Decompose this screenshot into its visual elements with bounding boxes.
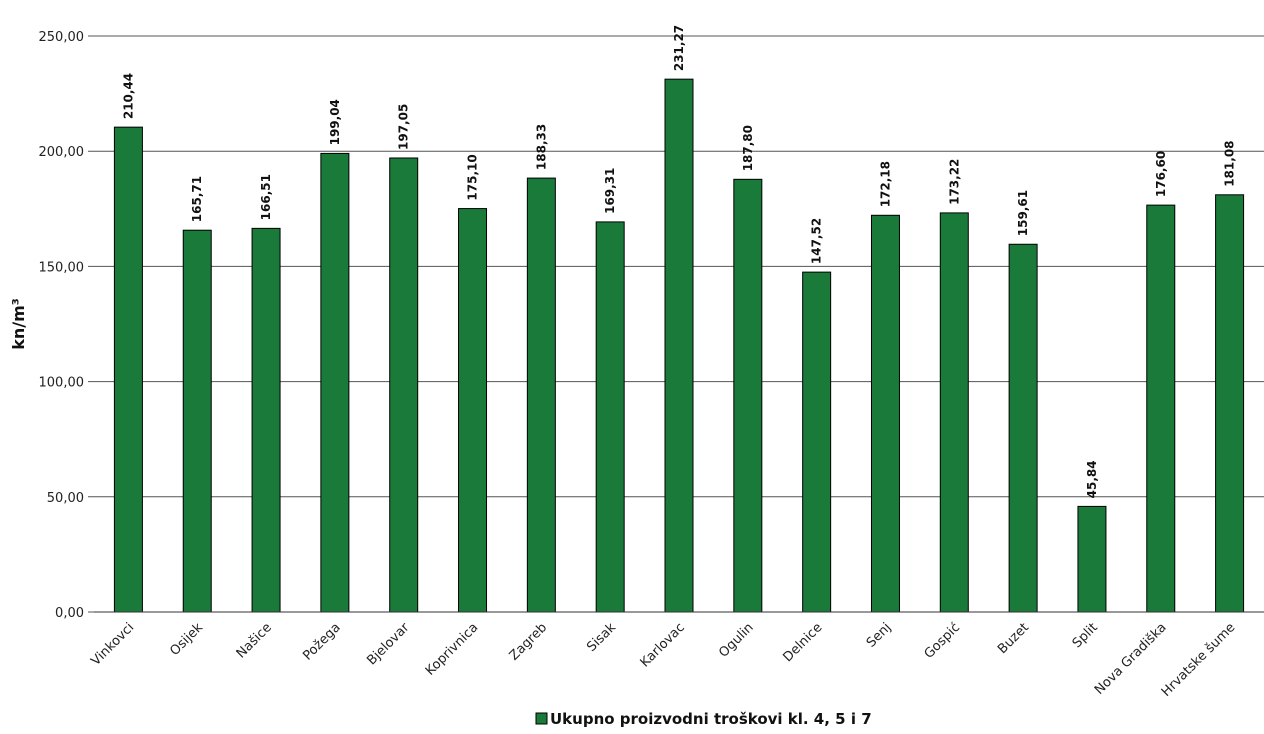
data-label: 176,60 [1154, 151, 1168, 197]
category-label: Bjelovar [364, 620, 413, 669]
legend: Ukupno proizvodni troškovi kl. 4, 5 i 7 [535, 710, 872, 728]
data-label: 181,08 [1223, 140, 1237, 186]
y-axis-ticks: 0,00 50,00 100,00 150,00 200,00 250,00 [39, 30, 85, 621]
category-label: Ogulin [716, 620, 756, 660]
category-label: Nova Gradiška [1092, 620, 1170, 698]
bar [1215, 194, 1245, 613]
bar [733, 178, 763, 613]
category-label: Sisak [584, 620, 619, 655]
category-label: Zagreb [507, 620, 550, 663]
data-label: 159,61 [1016, 190, 1030, 236]
bar [182, 229, 212, 613]
bar [939, 212, 969, 613]
category-label: Našice [234, 620, 275, 661]
data-label: 175,10 [466, 154, 480, 200]
data-label: 197,05 [397, 104, 411, 150]
bar [389, 157, 419, 613]
data-label: 147,52 [810, 218, 824, 264]
category-label: Buzet [995, 620, 1032, 657]
category-label: Karlovac [638, 620, 688, 670]
bar [1008, 243, 1038, 613]
data-label: 45,84 [1085, 460, 1099, 498]
category-label: Split [1070, 620, 1101, 651]
category-label: Delnice [780, 620, 825, 665]
bar [595, 221, 625, 613]
data-label: 231,27 [672, 25, 686, 71]
category-label: Hrvatske šume [1159, 620, 1239, 700]
bars [113, 78, 1245, 613]
y-tick-label: 50,00 [47, 491, 84, 506]
legend-label: Ukupno proizvodni troškovi kl. 4, 5 i 7 [550, 710, 872, 728]
bar [320, 152, 350, 613]
data-labels: 210,44 165,71 166,51 199,04 197,05 175,10 188,… [121, 25, 1236, 499]
data-label: 172,18 [878, 161, 892, 207]
x-axis-labels: Vinkovci Osijek Našice Požega Bjelovar Kopriv… [88, 620, 1238, 700]
bar [870, 214, 900, 613]
y-axis-title: kn/m³ [9, 298, 28, 350]
legend-swatch [535, 712, 548, 725]
data-label: 199,04 [328, 99, 342, 145]
data-label: 165,71 [190, 176, 204, 222]
data-label: 210,44 [121, 73, 135, 119]
bar [113, 126, 143, 613]
bar [251, 227, 281, 613]
y-tick-label: 200,00 [39, 145, 85, 160]
category-label: Koprivnica [423, 620, 481, 678]
category-label: Požega [300, 620, 343, 663]
category-label: Vinkovci [88, 620, 137, 669]
bar [1146, 204, 1176, 613]
data-label: 173,22 [947, 159, 961, 205]
data-label: 166,51 [259, 174, 273, 220]
bar [526, 177, 556, 613]
category-label: Senj [864, 620, 894, 650]
category-label: Osijek [167, 620, 206, 659]
y-tick-label: 250,00 [39, 30, 85, 45]
bar [1077, 505, 1107, 613]
data-label: 169,31 [603, 168, 617, 214]
y-tick-label: 100,00 [39, 376, 85, 391]
y-tick-label: 150,00 [39, 260, 85, 275]
bar [802, 271, 832, 613]
y-tick-label: 0,00 [55, 606, 84, 621]
category-label: Gospić [922, 620, 964, 662]
data-label: 188,33 [534, 124, 548, 170]
bar [458, 208, 488, 613]
bar [664, 78, 694, 613]
data-label: 187,80 [741, 125, 755, 171]
